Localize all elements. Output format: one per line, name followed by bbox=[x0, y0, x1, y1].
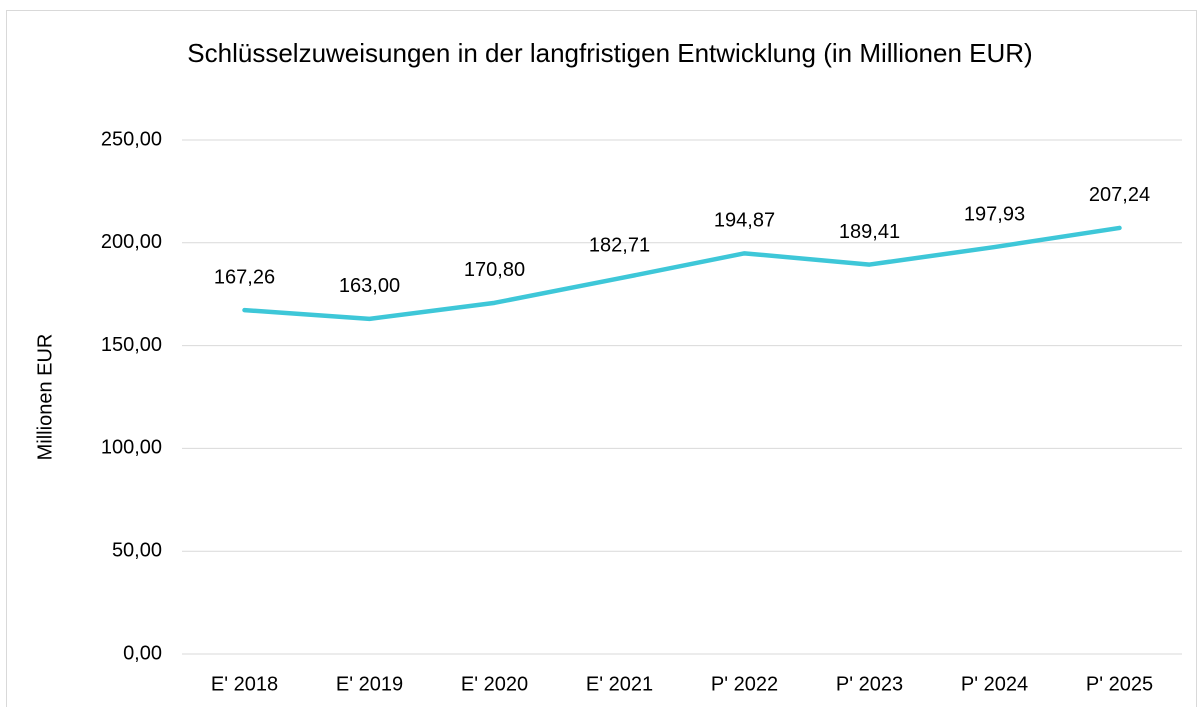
data-label: 197,93 bbox=[964, 203, 1025, 225]
y-tick-label: 200,00 bbox=[101, 231, 162, 253]
x-tick-label: P' 2024 bbox=[961, 673, 1028, 695]
data-label: 194,87 bbox=[714, 210, 775, 232]
y-tick-label: 100,00 bbox=[101, 437, 162, 459]
data-label: 167,26 bbox=[214, 266, 275, 288]
data-label: 182,71 bbox=[589, 235, 650, 257]
x-tick-label: E' 2018 bbox=[211, 673, 278, 695]
x-tick-label: E' 2021 bbox=[586, 673, 653, 695]
chart-title: Schlüsselzuweisungen in der langfristige… bbox=[187, 38, 1033, 68]
y-tick-label: 150,00 bbox=[101, 334, 162, 356]
x-tick-label: P' 2022 bbox=[711, 673, 778, 695]
y-tick-label: 0,00 bbox=[123, 642, 162, 664]
x-tick-label: P' 2025 bbox=[1086, 673, 1153, 695]
chart-border bbox=[6, 10, 1197, 707]
y-tick-label: 250,00 bbox=[101, 128, 162, 150]
y-axis-label: Millionen EUR bbox=[34, 334, 56, 461]
x-tick-label: P' 2023 bbox=[836, 673, 903, 695]
data-label: 189,41 bbox=[839, 221, 900, 243]
data-label: 207,24 bbox=[1089, 184, 1150, 206]
x-tick-label: E' 2019 bbox=[336, 673, 403, 695]
y-tick-label: 50,00 bbox=[112, 539, 162, 561]
data-label: 170,80 bbox=[464, 259, 525, 281]
data-label: 163,00 bbox=[339, 275, 400, 297]
data-line bbox=[242, 225, 1122, 322]
x-tick-label: E' 2020 bbox=[461, 673, 528, 695]
